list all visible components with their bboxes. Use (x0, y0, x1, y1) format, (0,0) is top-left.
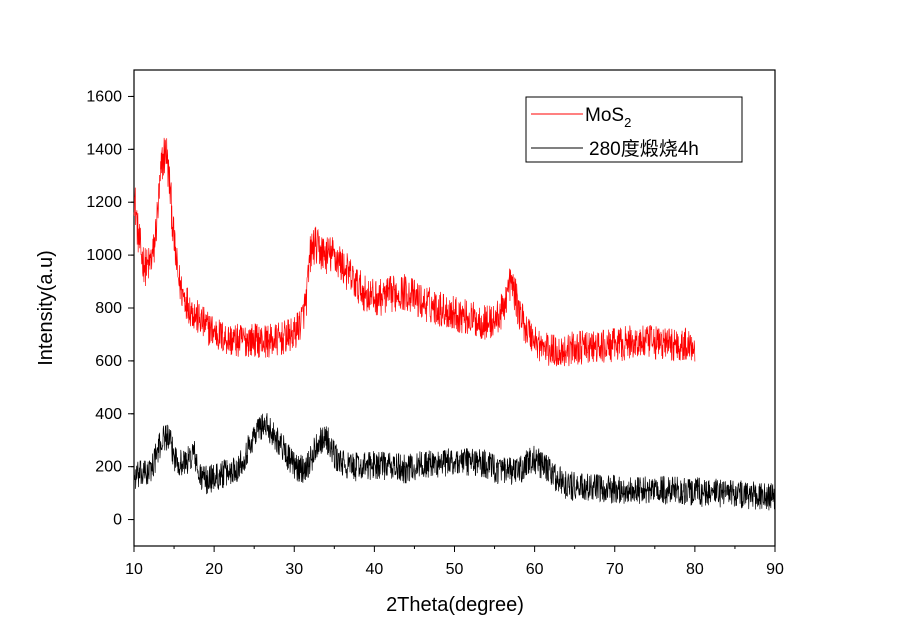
y-tick-label: 1600 (86, 88, 122, 105)
y-tick-label: 0 (113, 512, 122, 529)
x-tick-label: 70 (606, 561, 624, 578)
y-tick-label: 200 (95, 459, 122, 476)
x-tick-label: 60 (526, 561, 544, 578)
series-line-mos2 (133, 137, 696, 367)
series-layer (133, 137, 776, 511)
x-tick-label: 50 (446, 561, 464, 578)
x-tick-label: 90 (766, 561, 784, 578)
y-tick-label: 1200 (86, 194, 122, 211)
y-tick-label: 600 (95, 353, 122, 370)
x-tick-label: 80 (686, 561, 704, 578)
y-tick-label: 1000 (86, 247, 122, 264)
y-tick-label: 1400 (86, 141, 122, 158)
y-tick-label: 400 (95, 406, 122, 423)
legend-label-mos2: MoS2 (585, 105, 631, 130)
legend: MoS2 280度煅烧4h (525, 96, 743, 163)
legend-label-calcined: 280度煅烧4h (589, 138, 699, 160)
x-tick-label: 30 (285, 561, 303, 578)
y-axis-title: Intensity(a.u) (35, 250, 57, 366)
legend-label-mos2-subscript: 2 (624, 115, 631, 130)
x-tick-label: 20 (205, 561, 223, 578)
x-axis-title: 2Theta(degree) (386, 594, 524, 616)
legend-box (525, 96, 743, 163)
legend-label-mos2-main: MoS (585, 105, 624, 126)
axes-layer: 10 20 30 40 50 60 70 80 90 0 200 400 600 800 1000 1200 1… (86, 88, 784, 578)
y-tick-label: 800 (95, 300, 122, 317)
series-line-calcined (133, 413, 776, 511)
x-tick-label: 40 (365, 561, 383, 578)
x-tick-label: 10 (125, 561, 143, 578)
